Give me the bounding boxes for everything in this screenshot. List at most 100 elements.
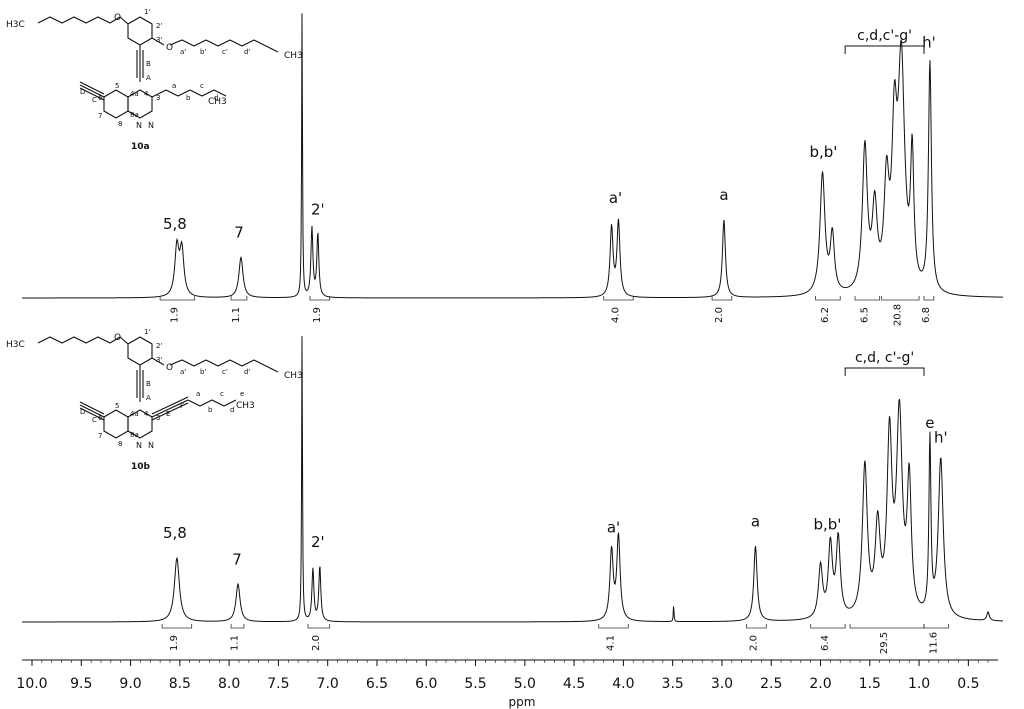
integral-bar — [923, 296, 935, 301]
integral-bar — [810, 624, 846, 629]
peak-label: b,b' — [813, 516, 841, 534]
ether-label: c' — [222, 48, 228, 56]
side-label: F — [180, 402, 184, 410]
alkyne-label: A — [146, 74, 151, 82]
chain-start-label: H3C — [6, 20, 25, 30]
alkyne-label: C — [92, 416, 97, 424]
ether-label: a' — [180, 368, 186, 376]
side-label: e — [240, 390, 244, 398]
bracket-line — [844, 367, 925, 376]
core-label: 3 — [156, 414, 160, 422]
alkyne-label: A — [146, 394, 151, 402]
integral-value: 20.8 — [892, 304, 903, 326]
molecule-10b: H3C 1' 2' 3' O O a' b' c' d' CH3 B A 4 5… — [6, 328, 303, 472]
bracket-label: c,d, c'-g' — [855, 350, 914, 366]
bracket-label: c,d,c'-g' — [857, 28, 912, 44]
integral-bar — [746, 624, 767, 629]
integral-value: 6.2 — [820, 307, 831, 323]
peak-label: a' — [607, 518, 620, 536]
integral-value: 1.9 — [169, 635, 180, 651]
x-tick-label: 8.5 — [169, 676, 191, 692]
nitrogen-label: N — [148, 121, 154, 130]
spectrum-trace — [22, 336, 1004, 623]
peak-label: 5,8 — [163, 215, 187, 233]
peak-label: e — [925, 414, 934, 432]
ring-label: 3' — [156, 356, 162, 364]
alkyne-label: B — [146, 60, 151, 68]
core-label: 4 — [144, 90, 149, 98]
side-label: d — [214, 94, 218, 102]
peak-label: h' — [934, 429, 948, 447]
x-tick-label: 6.0 — [415, 676, 437, 692]
ether-label: c' — [222, 368, 228, 376]
core-label: 3 — [156, 94, 160, 102]
integral-value: 29.5 — [879, 632, 890, 654]
core-label: 5 — [115, 402, 119, 410]
alkyne-label: D — [80, 88, 85, 96]
core-label: 6 — [98, 414, 103, 422]
peak-label: 2' — [311, 201, 325, 219]
side-label: a — [172, 82, 176, 90]
integral-bar — [815, 296, 841, 301]
ring-label: 1' — [144, 328, 150, 336]
ether-label: b' — [200, 368, 206, 376]
x-axis-label: ppm — [509, 695, 536, 709]
integral-bar — [598, 624, 629, 629]
oxygen-label: O — [114, 333, 121, 343]
ring-label: 2' — [156, 342, 162, 350]
integral-bar — [849, 624, 925, 629]
x-tick-label: 10.0 — [16, 676, 47, 692]
ether-label: a' — [180, 48, 186, 56]
x-tick-label: 3.0 — [711, 676, 733, 692]
integral-bar — [854, 296, 881, 301]
bracket-line — [844, 45, 925, 54]
side-label: d — [230, 406, 234, 414]
side-end-label: CH3 — [208, 97, 227, 107]
peak-label: a' — [609, 189, 622, 207]
spectrum-10a: 5,8 7 2' a' a b,b' h' c,d,c'-g' 1.9 1.1 1.9 4.0 2.0 6… — [22, 13, 1004, 326]
ether-label: b' — [200, 48, 206, 56]
integral-bar — [309, 296, 331, 301]
x-tick-label: 3.5 — [662, 676, 684, 692]
x-tick-label: 1.5 — [859, 676, 881, 692]
ether-label: d' — [244, 48, 250, 56]
integral-value: 1.1 — [231, 307, 242, 323]
ring-label: 1' — [144, 8, 150, 16]
core-label: 8a — [130, 431, 139, 439]
side-label: a — [196, 390, 200, 398]
integral-bar — [161, 624, 193, 629]
chain-end-label: CH3 — [284, 51, 303, 61]
x-tick-label: 6.5 — [366, 676, 388, 692]
ppm-axis: 10.0 9.5 9.0 8.5 8.0 7.5 7.0 6.5 6.0 5.5 5.0 4.5 4.0… — [16, 659, 998, 692]
peak-label: 7 — [232, 550, 242, 568]
core-label: 8a — [130, 111, 139, 119]
peak-label: 5,8 — [163, 524, 187, 542]
x-tick-label: 2.0 — [809, 676, 831, 692]
integral-value: 6.4 — [820, 635, 831, 651]
integral-value: 2.0 — [748, 635, 759, 651]
x-tick-label: 7.0 — [317, 676, 339, 692]
core-label: 7 — [98, 112, 102, 120]
side-label: c — [200, 82, 204, 90]
core-label: 6 — [98, 94, 103, 102]
chain-start-label: H3C — [6, 340, 25, 350]
integral-value: 11.6 — [928, 632, 939, 654]
integral-value: 6.5 — [859, 307, 870, 323]
core-label: 4a — [130, 410, 139, 418]
x-tick-label: 4.5 — [563, 676, 585, 692]
peak-label: b,b' — [810, 143, 838, 161]
peak-label: a — [751, 513, 760, 531]
core-label: 8 — [118, 120, 122, 128]
alkyne-label: D — [80, 408, 85, 416]
integral-bar — [307, 624, 331, 629]
alkyne-label: B — [146, 380, 151, 388]
side-label: c — [220, 390, 224, 398]
core-label: 7 — [98, 432, 102, 440]
spectra-layer: 5,8 7 2' a' a b,b' h' c,d,c'-g' 1.9 1.1 1.9 4.0 2.0 6… — [22, 13, 1004, 654]
integral-bar — [159, 296, 196, 301]
ring-label: 3' — [156, 36, 162, 44]
integral-value: 4.1 — [606, 635, 617, 651]
nitrogen-label: N — [136, 441, 142, 450]
x-tick-label: 1.0 — [908, 676, 930, 692]
x-tick-label: 9.5 — [70, 676, 92, 692]
